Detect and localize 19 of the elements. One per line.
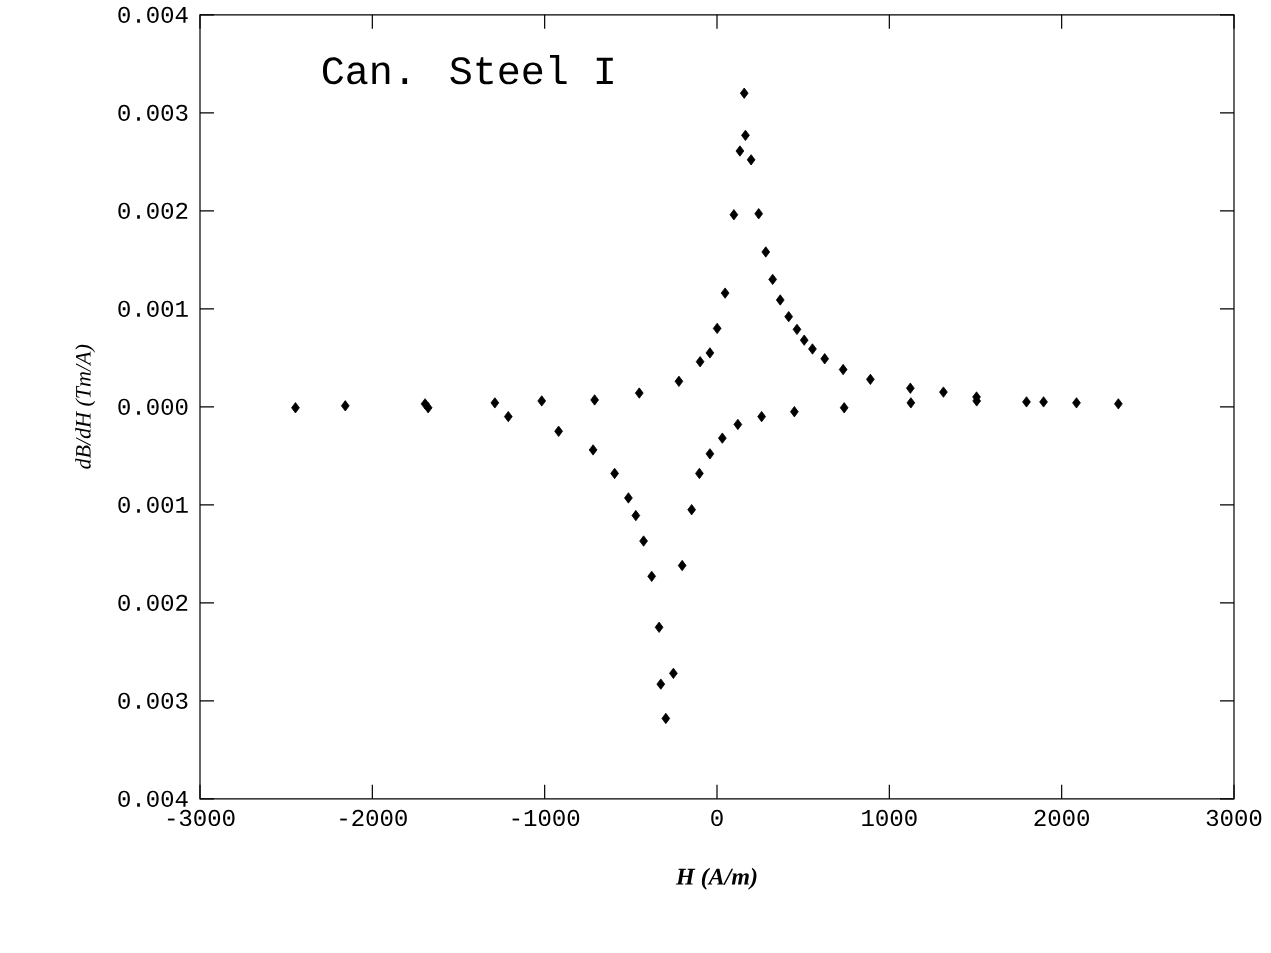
x-axis-title: H (A/m): [675, 867, 757, 890]
y-tick-label: 0.003: [118, 692, 188, 710]
y-tick-label: 0.001: [118, 496, 188, 514]
x-tick-label: 2000: [1034, 809, 1089, 827]
x-tick-label: -2000: [340, 809, 407, 827]
y-tick-label: 0.004: [118, 790, 188, 808]
y-tick-label: 0.002: [118, 202, 188, 220]
x-tick-label: 3000: [1206, 809, 1262, 827]
y-tick-label: 0.000: [118, 398, 188, 416]
y-tick-label: 0.002: [118, 594, 188, 612]
x-tick-label: 1000: [862, 809, 917, 827]
x-tick-label: -3000: [167, 809, 235, 827]
y-axis-title: dB/dH (Tm/A): [75, 344, 96, 469]
y-tick-label: 0.004: [118, 6, 188, 24]
x-tick-label: 0: [711, 809, 723, 827]
x-tick-label: -1000: [512, 809, 580, 827]
y-tick-label: 0.003: [118, 104, 188, 122]
y-tick-label: 0.001: [118, 300, 188, 318]
text: Can. Steel I: [323, 55, 613, 85]
